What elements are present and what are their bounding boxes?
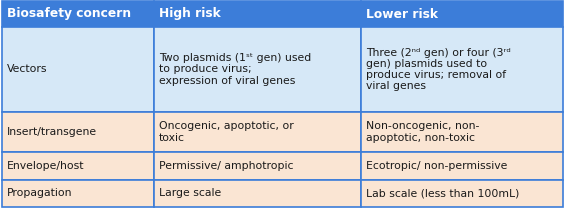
Text: Vectors: Vectors bbox=[7, 64, 47, 74]
Bar bbox=[2, 180, 154, 207]
Bar bbox=[361, 152, 563, 180]
Bar bbox=[154, 1, 361, 27]
Text: toxic: toxic bbox=[159, 133, 185, 143]
Bar bbox=[2, 27, 154, 112]
Bar bbox=[361, 27, 563, 112]
Bar bbox=[2, 1, 154, 27]
Bar bbox=[154, 180, 361, 207]
Text: Lower risk: Lower risk bbox=[366, 7, 438, 21]
Text: High risk: High risk bbox=[159, 7, 221, 21]
Bar bbox=[154, 27, 361, 112]
Text: Propagation: Propagation bbox=[7, 188, 72, 198]
Text: apoptotic, non-toxic: apoptotic, non-toxic bbox=[366, 133, 475, 143]
Text: Non-oncogenic, non-: Non-oncogenic, non- bbox=[366, 121, 479, 131]
Bar bbox=[154, 152, 361, 180]
Text: to produce virus;: to produce virus; bbox=[159, 64, 251, 74]
Bar bbox=[361, 180, 563, 207]
Bar bbox=[154, 112, 361, 152]
Bar bbox=[361, 112, 563, 152]
Text: Three (2ⁿᵈ gen) or four (3ʳᵈ: Three (2ⁿᵈ gen) or four (3ʳᵈ bbox=[366, 48, 511, 58]
Text: Two plasmids (1ˢᵗ gen) used: Two plasmids (1ˢᵗ gen) used bbox=[159, 53, 311, 63]
Text: Envelope/host: Envelope/host bbox=[7, 161, 85, 171]
Text: Insert/transgene: Insert/transgene bbox=[7, 127, 97, 137]
Text: Oncogenic, apoptotic, or: Oncogenic, apoptotic, or bbox=[159, 121, 294, 131]
Text: gen) plasmids used to: gen) plasmids used to bbox=[366, 59, 487, 69]
Text: Large scale: Large scale bbox=[159, 188, 221, 198]
Text: expression of viral genes: expression of viral genes bbox=[159, 76, 295, 86]
Text: Permissive/ amphotropic: Permissive/ amphotropic bbox=[159, 161, 293, 171]
Text: Ecotropic/ non-permissive: Ecotropic/ non-permissive bbox=[366, 161, 507, 171]
Text: viral genes: viral genes bbox=[366, 82, 426, 92]
Bar bbox=[361, 1, 563, 27]
Bar bbox=[2, 112, 154, 152]
Text: produce virus; removal of: produce virus; removal of bbox=[366, 70, 506, 80]
Text: Biosafety concern: Biosafety concern bbox=[7, 7, 131, 21]
Text: Lab scale (less than 100mL): Lab scale (less than 100mL) bbox=[366, 188, 519, 198]
Bar bbox=[2, 152, 154, 180]
